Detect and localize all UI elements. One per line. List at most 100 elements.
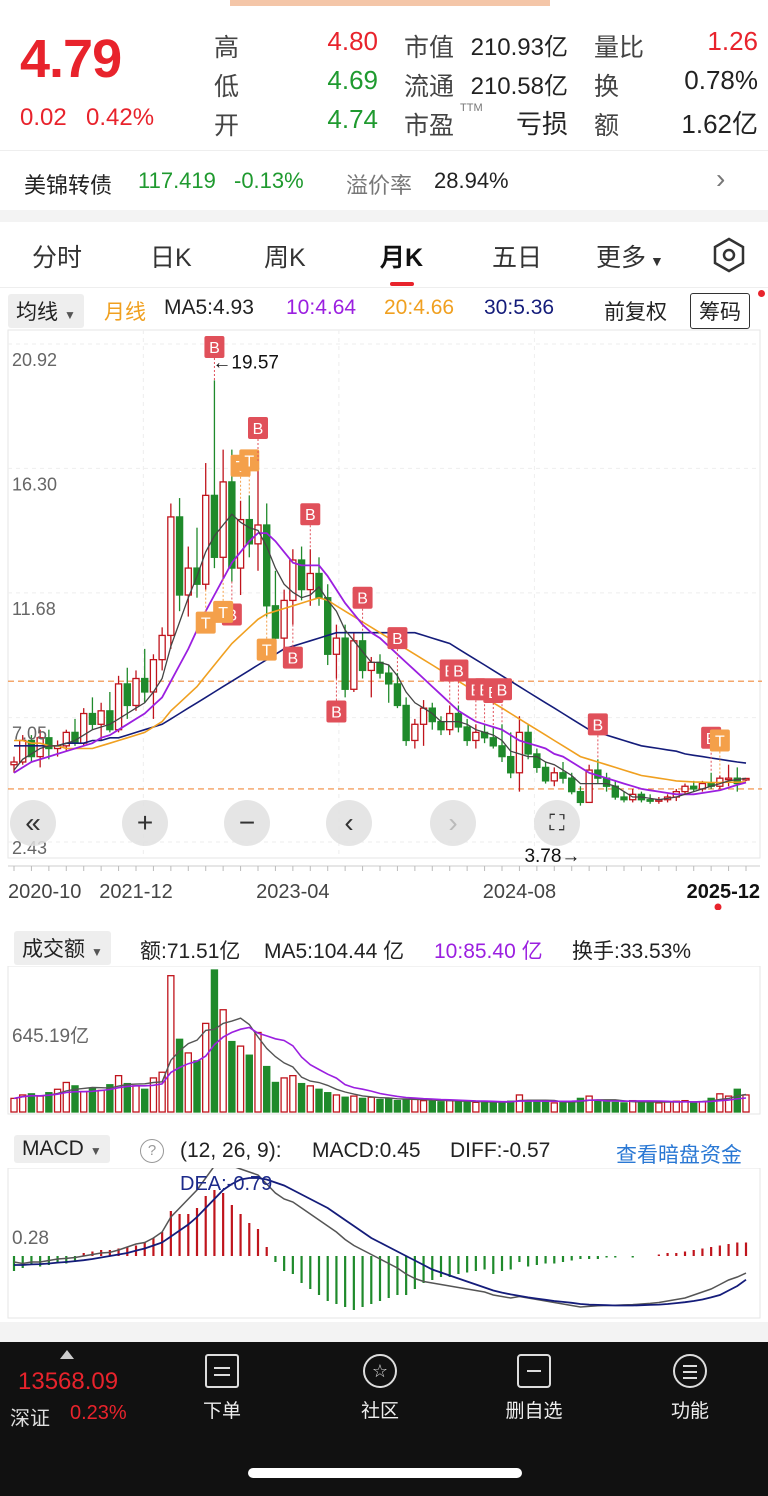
volume-chart[interactable]: 645.19亿 [0, 966, 768, 1116]
nav-order[interactable]: 下单 [182, 1354, 262, 1423]
scroll-left-fast-button[interactable]: « [10, 800, 56, 846]
ma5-line [13, 513, 747, 801]
volume-bar [19, 1094, 27, 1113]
candle-body [315, 572, 323, 599]
latest-month-dot [714, 903, 722, 910]
volume-bar [132, 1085, 140, 1113]
premium-value: 28.94% [434, 168, 509, 193]
amount-ma5: MA5:104.44 亿 [264, 940, 405, 963]
volume-bar [446, 1099, 454, 1113]
nav-remove-watchlist[interactable]: 删自选 [494, 1354, 574, 1423]
fullscreen-icon[interactable]: ⛶ [534, 800, 580, 846]
signal-letter: B [453, 663, 464, 680]
volume-bar [690, 1101, 698, 1113]
candle-body [393, 683, 402, 707]
volume-bar [707, 1097, 715, 1113]
y-axis-label: 20.92 [12, 350, 57, 370]
adjust-toggle[interactable]: 前复权 [604, 301, 667, 324]
indicator-selector[interactable]: 均线 ▼ [8, 294, 84, 328]
chevron-right-icon: › [716, 163, 726, 194]
index-value[interactable]: 13568.09 [18, 1368, 119, 1395]
candle-body [175, 516, 184, 596]
volume-bar [611, 1101, 619, 1113]
nav-functions-label: 功能 [670, 1401, 709, 1422]
signal-badge [256, 638, 277, 661]
signal-badge [248, 417, 268, 440]
nav-remove-watchlist-label: 删自选 [505, 1401, 563, 1422]
candle-body [324, 597, 332, 655]
tab-more[interactable]: 更多 ▼ [596, 238, 664, 274]
volume-bar [716, 1093, 724, 1113]
chips-button[interactable]: 筹码 [690, 293, 750, 329]
signal-badge [204, 336, 225, 358]
volume-bar [358, 1097, 367, 1113]
convertible-bond-row[interactable]: 美锦转债 117.419 -0.13% 溢价率 28.94% › [0, 150, 768, 210]
signal-badge [282, 646, 303, 669]
scroll-right-button[interactable]: › [430, 800, 476, 846]
candle-body [376, 661, 384, 674]
dark-pool-link[interactable]: 查看暗盘资金 [616, 1144, 742, 1167]
volume-bar [341, 1096, 349, 1113]
candle-body [559, 772, 567, 779]
signal-badge [387, 627, 408, 650]
volume-indicator-label: 成交额 [22, 938, 85, 961]
ma5-label: MA5:4.93 [164, 296, 254, 319]
x-axis-label: 2025-12 [687, 881, 760, 903]
macd-params: (12, 26, 9): [180, 1139, 282, 1162]
candle-body [541, 766, 550, 782]
kline-chart[interactable]: BTTBBTTBBBBBBBBBBBBBTT 20.9216.3011.687.… [0, 328, 768, 910]
volume-bar [576, 1097, 585, 1113]
candle-body [385, 672, 393, 685]
volume-bar [254, 1031, 262, 1113]
candle-body [550, 772, 558, 782]
signal-letter: B [497, 682, 508, 699]
candle-body [402, 704, 410, 742]
macd-legend-bar: MACD ▼ ? (12, 26, 9): MACD:0.45 DIFF:-0.5… [0, 1134, 768, 1170]
settings-hexagon-icon[interactable] [710, 236, 748, 274]
amount-label: 额 [594, 112, 620, 140]
ma-legend-bar: 均线 ▼ 月线 MA5:4.93 10:4.64 20:4.66 30:5.36 … [0, 290, 768, 329]
diff-value: DIFF:-0.57 [450, 1139, 551, 1162]
volume-bar [672, 1100, 680, 1113]
mktcap-label: 市值 [404, 34, 455, 62]
menu-circle-icon [673, 1354, 707, 1388]
home-indicator [248, 1468, 522, 1478]
tab-intraday[interactable]: 分时 [32, 244, 83, 272]
tab-five-day[interactable]: 五日 [492, 244, 543, 272]
macd-value: MACD:0.45 [312, 1139, 421, 1162]
ma10-line [13, 532, 747, 796]
volume-bar [149, 1077, 158, 1113]
volume-bar [71, 1085, 79, 1113]
volume-indicator-selector[interactable]: 成交额 ▼ [14, 931, 111, 965]
help-icon[interactable]: ? [140, 1139, 164, 1163]
candle-body [88, 712, 97, 725]
volume-bar [45, 1092, 53, 1113]
zoom-out-button[interactable]: − [224, 800, 270, 846]
macd-chart[interactable]: 0.28 DEA:-0.79 [0, 1168, 768, 1320]
tab-daily-k[interactable]: 日K [150, 244, 192, 272]
volume-bar [655, 1102, 663, 1113]
bond-price: 117.419 [138, 168, 216, 193]
signal-badge [326, 700, 347, 723]
chart-frame [7, 329, 761, 859]
signal-letter: B [357, 591, 368, 608]
amount-current: 额:71.51亿 [140, 940, 241, 963]
scroll-left-button[interactable]: ‹ [326, 800, 372, 846]
pe-label: 市盈 [404, 112, 455, 140]
signal-badge [492, 678, 512, 701]
expand-up-icon[interactable] [60, 1350, 74, 1359]
macd-indicator-selector[interactable]: MACD ▼ [14, 1135, 110, 1163]
tab-weekly-k[interactable]: 周K [264, 244, 306, 272]
volume-legend-bar: 成交额 ▼ 额:71.51亿 MA5:104.44 亿 10:85.40 亿 换手… [0, 930, 768, 966]
float-value: 210.58亿 [470, 73, 568, 100]
nav-functions[interactable]: 功能 [650, 1354, 730, 1423]
zoom-in-button[interactable]: + [122, 800, 168, 846]
volume-bar [123, 1082, 131, 1113]
y-axis-label: 11.68 [12, 599, 56, 619]
tab-monthly-k[interactable]: 月K [380, 244, 424, 272]
candle-body [724, 777, 733, 781]
candle-body [341, 637, 349, 690]
candle-body [27, 739, 36, 758]
nav-community[interactable]: ☆ 社区 [340, 1354, 420, 1423]
volume-bar [175, 1038, 184, 1113]
